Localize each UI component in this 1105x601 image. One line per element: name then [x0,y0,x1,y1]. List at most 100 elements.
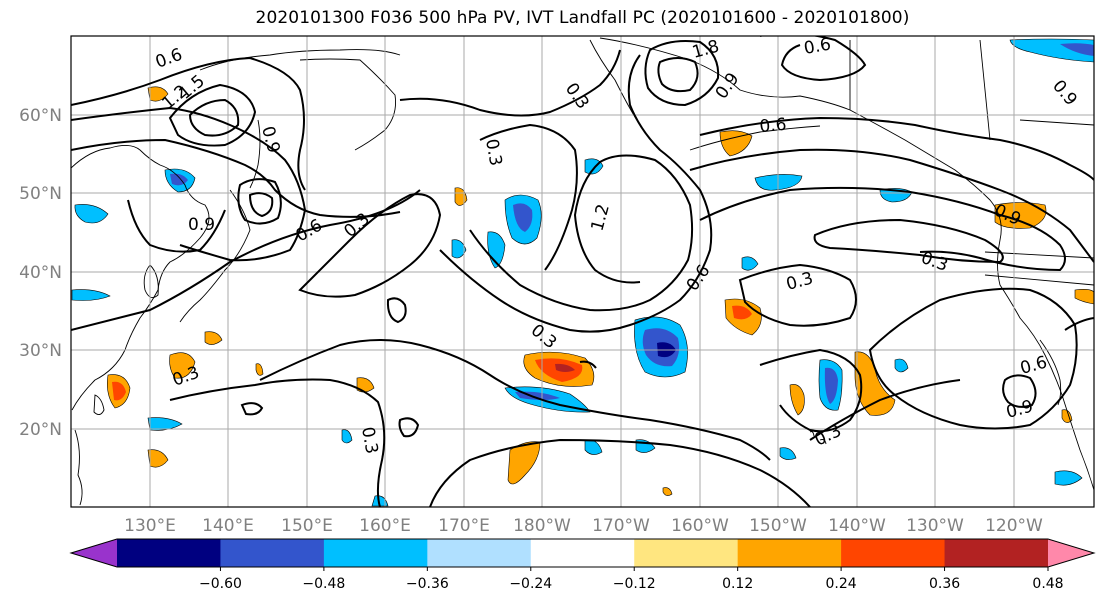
pos-core [732,305,752,320]
coastline-aleutians [689,125,821,151]
contour-line [479,123,578,271]
neg-patch [741,256,759,271]
colorbar-tick-label: −0.48 [302,576,345,592]
colorbar-segment [841,539,946,567]
lat-label: 60°N [19,106,62,126]
pos-patch [147,86,169,102]
neg-patch [71,289,111,301]
contour-line [689,148,1094,263]
colorbar-tick-label: 0.36 [929,576,960,592]
lon-label: 120°W [985,516,1043,536]
contour-line [398,417,420,438]
colorbar-tick-label: 0.12 [722,576,753,592]
map-border [70,35,1095,508]
contour-line [259,339,771,461]
coastline-taiwan [93,394,105,415]
lon-label: 170°W [592,516,650,536]
pos-patch [255,363,264,376]
pos-patch [147,449,169,468]
colorbar-tick-label: −0.36 [406,576,449,592]
lon-label: 140°E [202,516,254,536]
colorbar-tick-label: 0.48 [1032,576,1063,592]
pos-patch [994,202,1047,229]
coastline-us-border [984,251,1094,286]
colorbar-outline [69,538,1096,568]
neg-core [1060,43,1094,56]
lon-label: 130°E [124,516,176,536]
pv-contours [71,36,1094,507]
contour-line [71,189,421,331]
colorbar-segment [427,539,532,567]
colorbar-segment [737,539,842,567]
neg-patch [451,239,467,259]
contour-line [168,83,257,147]
contour-line [127,199,226,253]
lat-label: 50°N [19,184,62,204]
contour-line [657,57,699,93]
colorbar-extend-left [71,539,117,567]
colorbar-tick-label: −0.12 [613,576,656,592]
lat-label: 20°N [19,420,62,440]
colorbar-segment [944,539,1049,567]
coastline-philippines [74,429,83,506]
pos-patch [204,331,223,345]
lon-label: 180°W [513,516,571,536]
neg-patch [894,358,909,373]
lat-labels: 60°N 50°N 40°N 30°N 20°N [19,106,62,440]
contour-label: 0.6 [802,35,832,59]
contour-line [237,178,282,225]
neg-core [824,367,838,404]
lon-label: 130°W [906,516,964,536]
contour-line [399,49,621,117]
pos-core [112,381,126,401]
coastlines [71,37,1094,506]
pos-patch [662,487,673,496]
contour-line [169,378,386,507]
neg-patch [1054,470,1083,486]
pos-patch [1074,289,1094,305]
map-title: 2020101300 F036 500 hPa PV, IVT Landfall… [255,8,910,28]
contour-label: 0.9 [188,215,215,235]
coastline-sakhalin [249,119,261,189]
pos-patch [169,352,196,379]
lon-label: 140°W [828,516,886,536]
contour-line [429,438,811,507]
colorbar-segment [117,539,221,567]
neg-patch [147,417,183,431]
coastline-kamchatka [299,58,396,151]
pos-patch [356,377,375,393]
contour-line [71,106,307,262]
colorbar-tick-label: −0.24 [509,576,552,592]
coastline-japan [179,189,251,323]
contour-line [868,287,1078,430]
contour-label: 0.3 [481,137,505,167]
lon-label: 150°W [749,516,807,536]
contour-line [1064,317,1094,331]
contour-line [1002,374,1037,408]
lon-label: 150°E [281,516,333,536]
neg-patch [341,429,353,444]
contour-line [809,379,961,441]
contour-line [813,218,1004,264]
coastline-hawaii [809,431,827,445]
colorbar-extend-right [1048,539,1094,567]
contour-line [188,98,240,137]
colorbar: −0.60 −0.48 −0.36 −0.24 −0.12 0.12 0.24 0.36 0.4… [69,538,1096,592]
lon-label: 170°E [438,516,490,536]
lon-labels: 130°E 140°E 150°E 160°E 170°E 180°W 170°… [124,516,1043,536]
contour-line [386,297,407,324]
contour-line [439,54,713,333]
colorbar-ticks: −0.60 −0.48 −0.36 −0.24 −0.12 0.12 0.24 0.36 0.4… [199,567,1064,592]
neg-patch [74,204,109,224]
contour-line [248,192,274,218]
contour-line [298,193,442,298]
colorbar-segment [634,539,739,567]
lon-label: 160°W [671,516,729,536]
coastline-korea [143,264,159,299]
contour-line [738,263,857,327]
contour-line [699,116,1094,181]
pos-patch [789,384,805,416]
colorbar-tick-label: 0.24 [826,576,857,592]
neg-patch [779,447,797,460]
contour-line [71,138,401,218]
